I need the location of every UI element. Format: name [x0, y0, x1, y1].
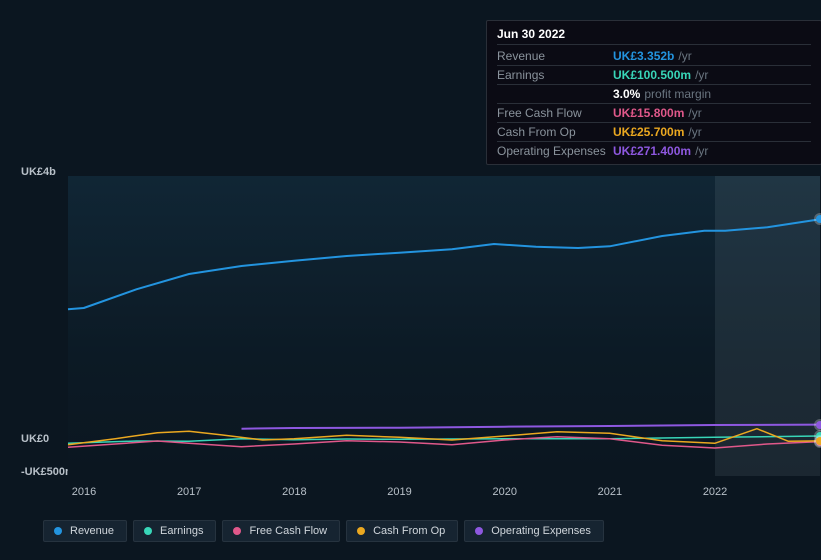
legend-dot-icon: [475, 527, 483, 535]
tooltip-row-unit: /yr: [691, 68, 708, 82]
tooltip-row-value: UK£271.400m: [613, 144, 691, 158]
legend-item-label: Earnings: [160, 525, 203, 537]
x-axis-label: 2019: [387, 486, 411, 498]
tooltip-row-value: UK£25.700m: [613, 125, 684, 139]
legend-item-fcf[interactable]: Free Cash Flow: [222, 520, 340, 542]
legend-item-label: Free Cash Flow: [249, 525, 327, 537]
tooltip-row-unit: /yr: [674, 49, 691, 63]
x-axis-label: 2016: [72, 486, 96, 498]
series-marker-opex: [816, 421, 821, 429]
tooltip-row-label: Revenue: [497, 48, 613, 64]
tooltip-row-value: UK£3.352b: [613, 49, 674, 63]
chart-tooltip: Jun 30 2022 RevenueUK£3.352b/yrEarningsU…: [486, 20, 821, 165]
tooltip-row-label: [497, 86, 613, 102]
legend-dot-icon: [357, 527, 365, 535]
x-axis-label: 2022: [703, 486, 727, 498]
x-axis-label: 2017: [177, 486, 201, 498]
series-marker-revenue: [816, 215, 821, 223]
tooltip-row-value: 3.0%: [613, 87, 640, 101]
x-axis-label: 2018: [282, 486, 306, 498]
tooltip-row-value: UK£100.500m: [613, 68, 691, 82]
tooltip-row-unit: profit margin: [640, 87, 711, 101]
financials-chart: Jun 30 2022 RevenueUK£3.352b/yrEarningsU…: [18, 0, 803, 560]
legend-dot-icon: [54, 527, 62, 535]
legend-item-label: Revenue: [70, 525, 114, 537]
tooltip-date: Jun 30 2022: [497, 27, 811, 45]
tooltip-row: 3.0%profit margin: [497, 85, 811, 104]
series-revenue: [68, 219, 820, 309]
legend-item-opex[interactable]: Operating Expenses: [464, 520, 604, 542]
chart-legend: Revenue Earnings Free Cash Flow Cash From O…: [43, 520, 604, 542]
legend-dot-icon: [144, 527, 152, 535]
legend-item-cfo[interactable]: Cash From Op: [346, 520, 458, 542]
x-axis-label: 2020: [492, 486, 516, 498]
tooltip-row-label: Earnings: [497, 67, 613, 83]
tooltip-row: Cash From OpUK£25.700m/yr: [497, 123, 811, 142]
tooltip-row-unit: /yr: [684, 125, 701, 139]
tooltip-row-label: Operating Expenses: [497, 143, 613, 159]
legend-item-label: Operating Expenses: [491, 525, 591, 537]
y-axis-label: UK£4b: [21, 166, 56, 178]
y-axis-label: -UK£500m: [21, 466, 75, 478]
tooltip-row-label: Free Cash Flow: [497, 105, 613, 121]
tooltip-row-unit: /yr: [684, 106, 701, 120]
legend-item-label: Cash From Op: [373, 525, 445, 537]
tooltip-row: Free Cash FlowUK£15.800m/yr: [497, 104, 811, 123]
tooltip-row: EarningsUK£100.500m/yr: [497, 66, 811, 85]
tooltip-row: RevenueUK£3.352b/yr: [497, 47, 811, 66]
series-opex: [242, 425, 821, 429]
y-axis-label: UK£0: [21, 433, 49, 445]
tooltip-row-unit: /yr: [691, 144, 708, 158]
tooltip-row-label: Cash From Op: [497, 124, 613, 140]
tooltip-row-value: UK£15.800m: [613, 106, 684, 120]
legend-item-revenue[interactable]: Revenue: [43, 520, 127, 542]
legend-item-earnings[interactable]: Earnings: [133, 520, 216, 542]
tooltip-row: Operating ExpensesUK£271.400m/yr: [497, 142, 811, 160]
series-marker-cfo: [816, 437, 821, 445]
plot-area[interactable]: [68, 176, 820, 476]
x-axis-label: 2021: [598, 486, 622, 498]
legend-dot-icon: [233, 527, 241, 535]
